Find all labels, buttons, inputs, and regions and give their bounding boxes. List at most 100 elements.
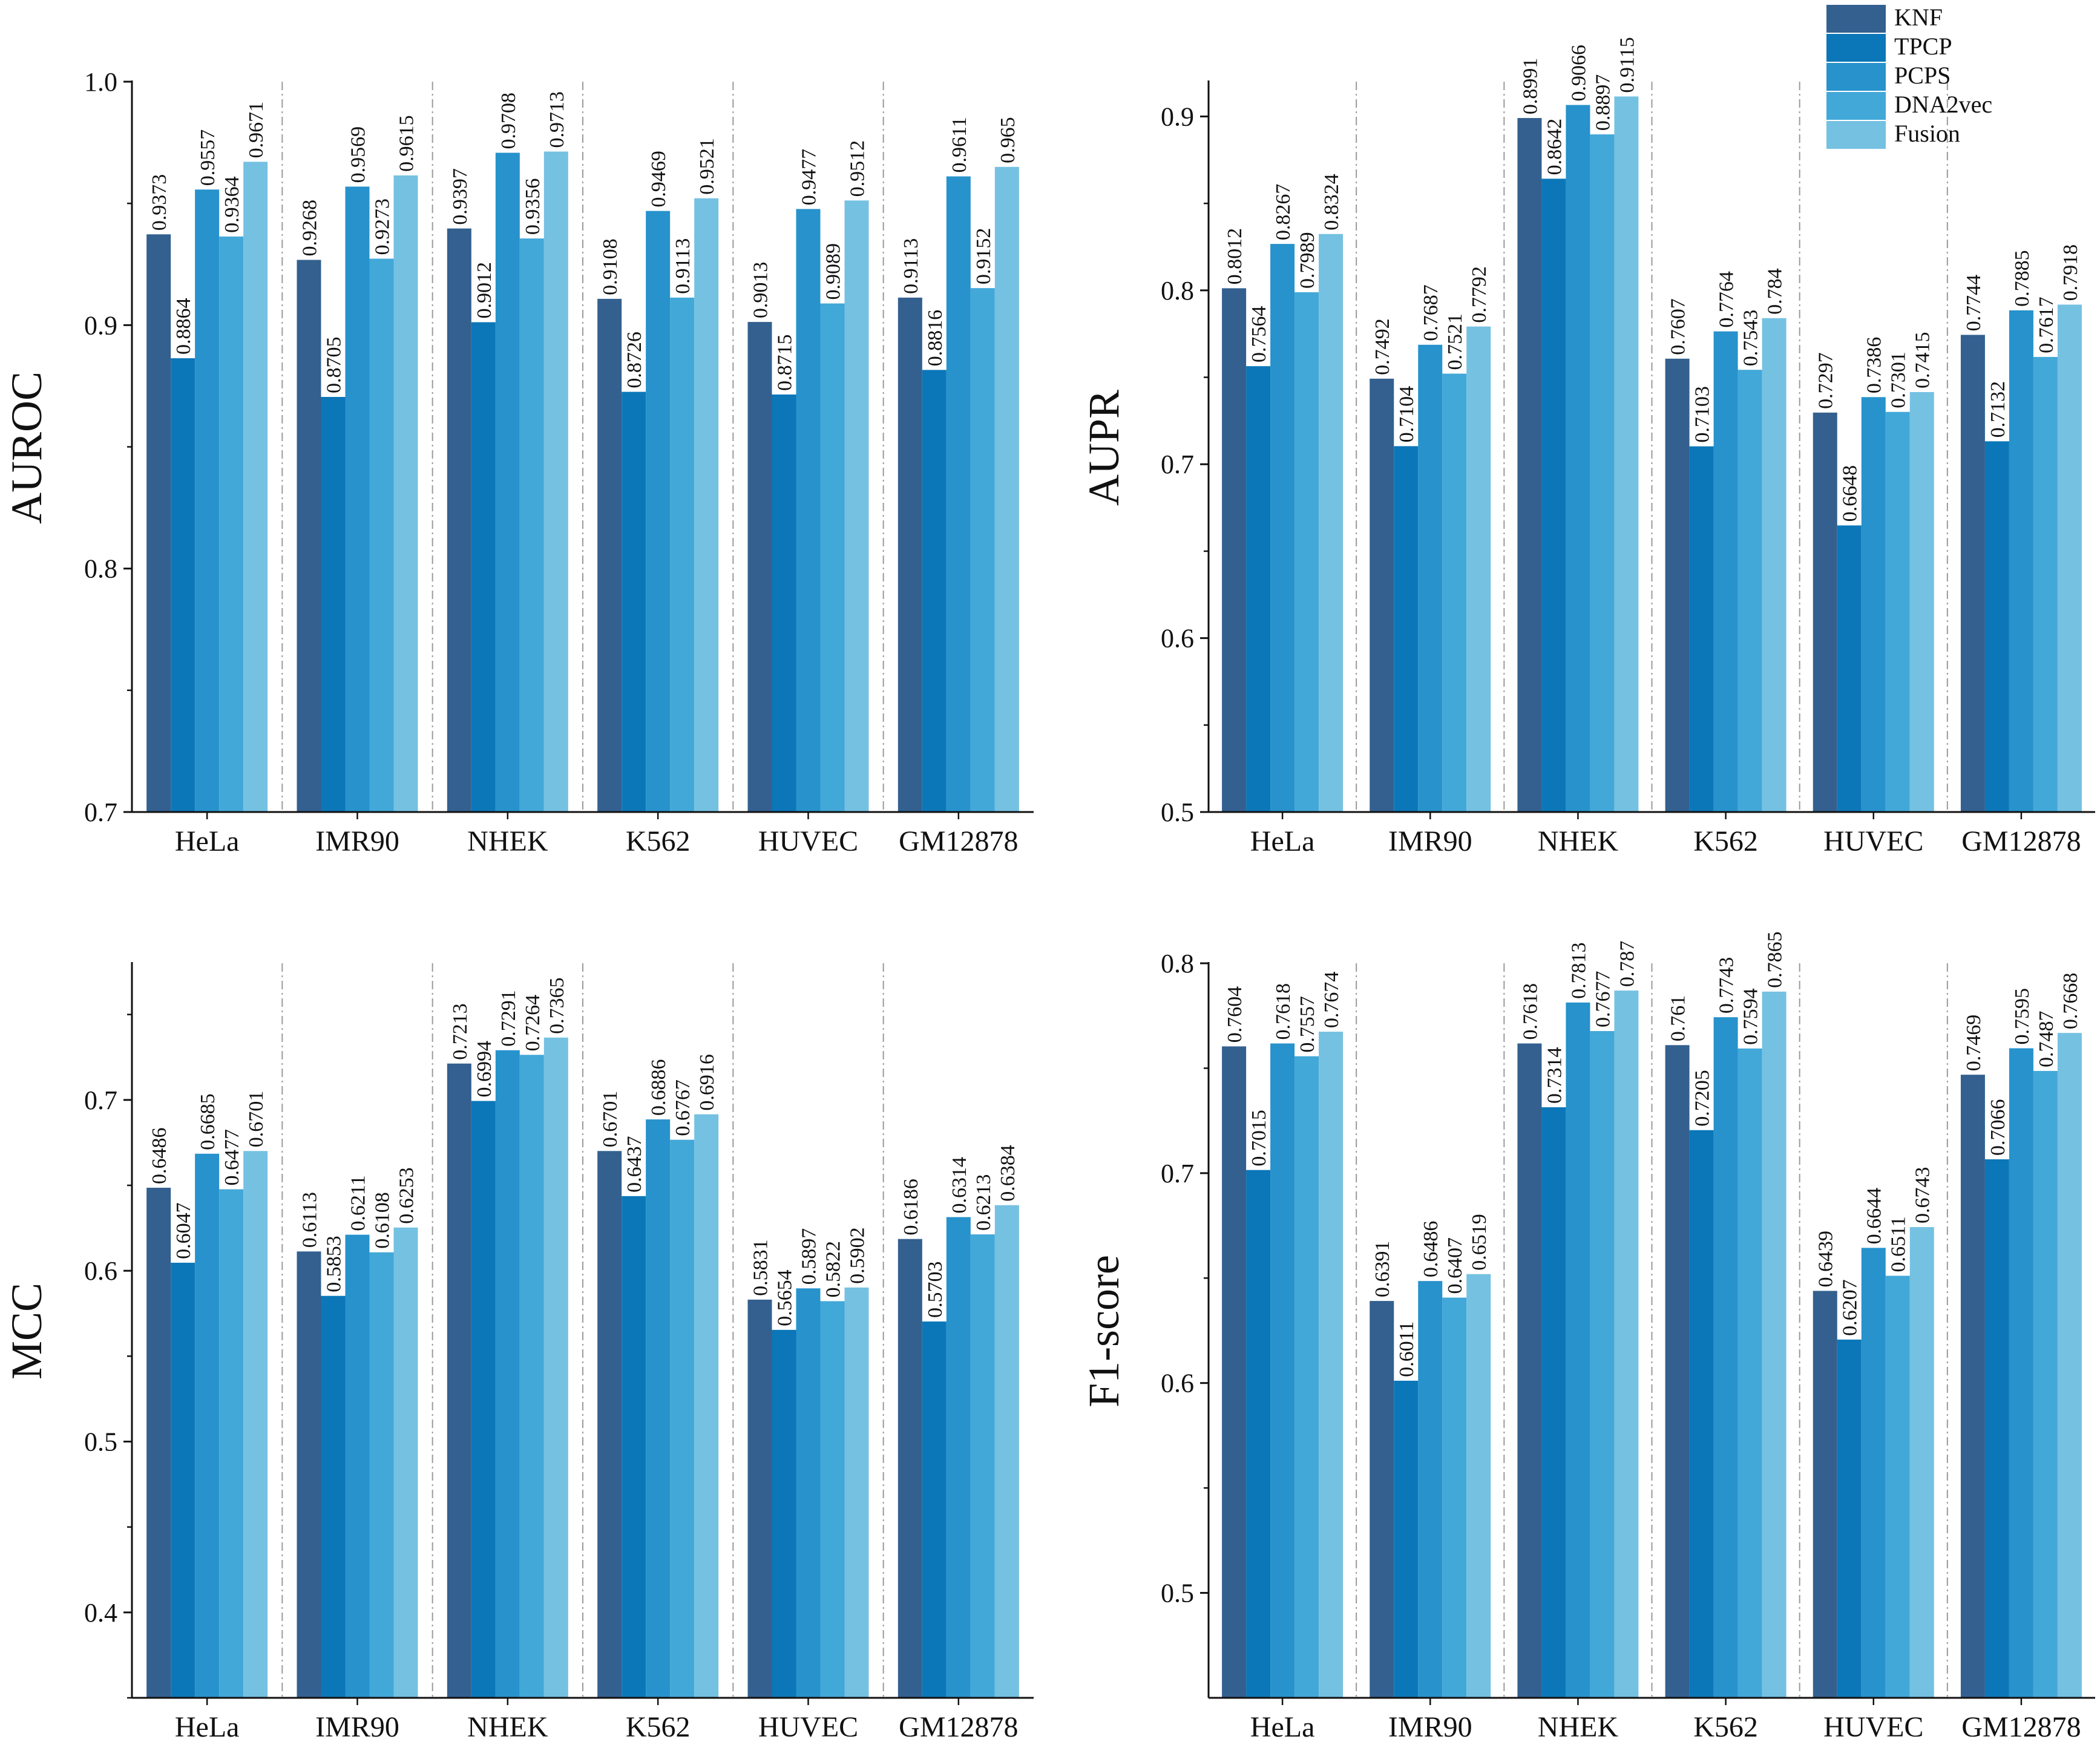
value-label: 0.7543	[1740, 310, 1762, 367]
value-label: 0.6511	[1888, 1216, 1910, 1272]
bar-fusion-nhek	[1614, 96, 1639, 813]
y-tick-label: 0.6	[84, 1256, 117, 1286]
value-label: 0.6391	[1371, 1241, 1394, 1298]
value-label: 0.6314	[948, 1157, 971, 1214]
value-label: 0.7213	[449, 1003, 471, 1060]
bar-tpcp-hela	[171, 358, 195, 812]
value-label: 0.6648	[1839, 465, 1862, 522]
bar-tpcp-imr90	[1394, 446, 1419, 812]
value-label: 0.7415	[1912, 332, 1934, 388]
value-label: 0.7674	[1321, 972, 1343, 1029]
value-label: 0.6407	[1444, 1237, 1466, 1294]
bar-dna2vec-huvec	[820, 303, 845, 813]
x-tick-label: HUVEC	[1823, 825, 1923, 857]
value-label: 0.9013	[750, 262, 772, 319]
x-tick-label: HeLa	[1250, 1711, 1315, 1742]
bar-dna2vec-imr90	[1442, 373, 1467, 812]
bar-tpcp-nhek	[471, 322, 496, 812]
value-label: 0.7989	[1296, 232, 1319, 289]
bar-pcps-imr90	[345, 186, 370, 813]
bar-fusion-nhek	[543, 151, 568, 812]
value-label: 0.7618	[1272, 983, 1294, 1040]
value-label: 0.9108	[599, 238, 622, 295]
value-label: 0.7066	[1987, 1099, 2009, 1156]
y-tick-label: 0.5	[1161, 1579, 1194, 1608]
value-label: 0.7618	[1519, 983, 1541, 1040]
value-label: 0.6213	[973, 1174, 995, 1231]
value-label: 0.6886	[648, 1059, 670, 1116]
value-label: 0.6047	[172, 1202, 195, 1259]
bar-pcps-hela	[1270, 1043, 1295, 1698]
bar-fusion-nhek	[1614, 991, 1639, 1698]
bar-tpcp-gm12878	[922, 370, 947, 812]
y-tick-label: 1.0	[84, 67, 117, 97]
bar-tpcp-imr90	[1394, 1380, 1419, 1698]
value-label: 0.7885	[2011, 250, 2033, 307]
bar-dna2vec-hela	[219, 1189, 244, 1698]
value-label: 0.7469	[1963, 1015, 1985, 1072]
value-label: 0.6743	[1912, 1167, 1934, 1223]
bar-knf-k562	[597, 1151, 622, 1698]
value-label: 0.6701	[245, 1091, 267, 1148]
x-tick-label: K562	[626, 825, 691, 857]
value-label: 0.7365	[546, 977, 568, 1033]
bar-tpcp-hela	[1246, 1170, 1271, 1698]
value-label: 0.9152	[973, 228, 995, 285]
bar-pcps-nhek	[1566, 1002, 1590, 1698]
value-label: 0.9356	[522, 178, 544, 235]
bar-pcps-nhek	[495, 1050, 520, 1698]
bar-dna2vec-nhek	[1590, 1031, 1615, 1698]
value-label: 0.7487	[2035, 1010, 2058, 1067]
value-label: 0.6486	[1420, 1221, 1442, 1278]
value-label: 0.6477	[221, 1129, 243, 1186]
value-label: 0.6108	[372, 1192, 394, 1249]
value-label: 0.6486	[148, 1127, 171, 1184]
bar-tpcp-nhek	[1541, 178, 1566, 812]
value-label: 0.7492	[1371, 318, 1394, 375]
bar-pcps-huvec	[1861, 397, 1886, 812]
value-label: 0.7205	[1691, 1070, 1714, 1127]
bar-dna2vec-gm12878	[970, 288, 995, 812]
bar-dna2vec-k562	[670, 297, 695, 813]
legend-swatch-dna2vec	[1826, 92, 1886, 120]
y-tick-label: 0.7	[1161, 1159, 1194, 1188]
value-label: 0.6384	[997, 1145, 1019, 1202]
y-tick-label: 0.5	[1161, 797, 1194, 827]
bar-fusion-huvec	[844, 1287, 869, 1698]
bar-dna2vec-nhek	[1590, 134, 1615, 813]
bar-knf-nhek	[447, 1063, 471, 1698]
y-tick-label: 0.9	[84, 310, 117, 340]
value-label: 0.7291	[497, 990, 520, 1047]
value-label: 0.761	[1667, 995, 1690, 1042]
bar-dna2vec-k562	[1737, 1048, 1762, 1698]
legend-label: TPCP	[1894, 33, 1952, 60]
bar-knf-imr90	[1370, 378, 1394, 812]
y-tick-label: 0.4	[84, 1598, 117, 1628]
bar-fusion-huvec	[1909, 1226, 1934, 1698]
value-label: 0.7594	[1740, 988, 1762, 1045]
y-axis-title: AUROC	[2, 372, 51, 524]
value-label: 0.8267	[1272, 184, 1294, 241]
bar-tpcp-k562	[622, 391, 646, 812]
value-label: 0.8726	[623, 332, 646, 388]
value-label: 0.7617	[2035, 296, 2058, 353]
value-label: 0.7103	[1691, 386, 1714, 443]
value-label: 0.9373	[148, 174, 171, 231]
bar-knf-hela	[1222, 1046, 1247, 1698]
bar-dna2vec-imr90	[1442, 1297, 1467, 1698]
legend-label: DNA2vec	[1894, 91, 1992, 118]
bar-knf-nhek	[447, 228, 471, 812]
x-tick-label: HUVEC	[1823, 1711, 1923, 1742]
value-label: 0.7015	[1248, 1110, 1270, 1167]
bar-knf-k562	[1665, 1045, 1690, 1698]
bar-pcps-gm12878	[2009, 310, 2033, 812]
x-tick-label: IMR90	[315, 825, 399, 857]
value-label: 0.7301	[1888, 352, 1910, 408]
value-label: 0.8864	[172, 298, 195, 355]
bar-fusion-imr90	[393, 1227, 418, 1698]
bar-knf-imr90	[1370, 1301, 1394, 1698]
